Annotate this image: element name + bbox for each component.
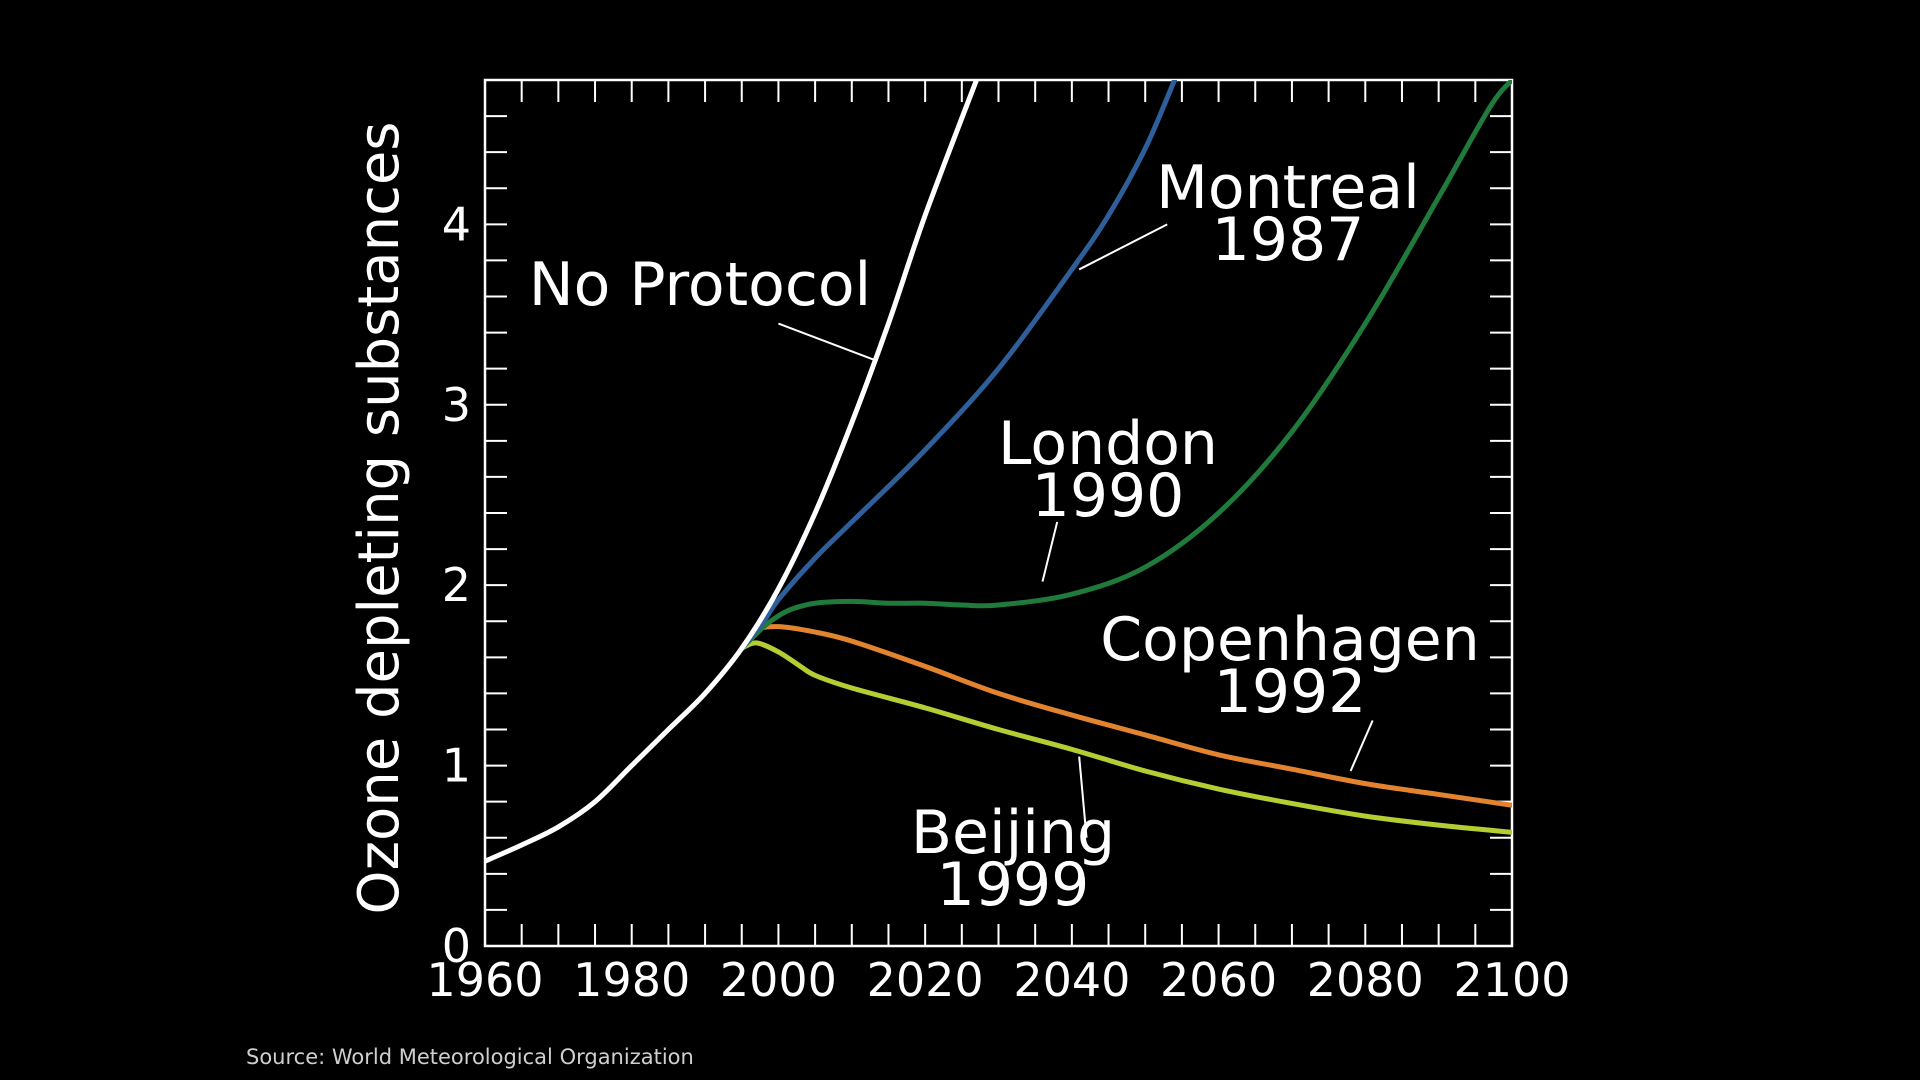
x-tick-label: 1980 [573,953,690,1007]
y-tick-label: 2 [442,558,471,612]
x-tick-label: 2040 [1013,953,1130,1007]
annotation-label: 1987 [1212,205,1365,275]
annotation-label: No Protocol [529,250,871,320]
x-tick-label: 2080 [1307,953,1424,1007]
series-layer [485,80,1512,864]
x-tick-label: 2000 [720,953,837,1007]
y-tick-label: 0 [442,919,471,973]
x-tick-label: 2100 [1453,953,1570,1007]
annotation-no-protocol: No Protocol [529,250,875,361]
series-line-no-protocol [485,80,979,864]
annotation-label: Montreal [1156,153,1420,223]
x-tick-label: 2060 [1160,953,1277,1007]
annotation-label: Beijing [911,798,1115,868]
y-tick-label: 3 [442,378,471,432]
y-tick-label: 4 [442,197,471,251]
y-tick-label: 1 [442,739,471,793]
annotation-pointer [778,322,875,361]
annotation-pointer [1078,756,1088,838]
x-tick-label: 1960 [426,953,543,1007]
annotation-pointer [1078,223,1168,271]
y-axis-label: Ozone depleting substances [347,122,412,915]
series-line-beijing [739,640,1512,835]
annotation-pointer [1041,521,1059,582]
annotation-label: 1990 [1032,461,1185,531]
series-line-london [739,80,1512,651]
annotation-label: 1992 [1214,657,1367,727]
series-line-montreal [739,80,1178,651]
annotation-label: 1999 [937,850,1090,920]
annotation-pointer [1349,720,1374,772]
annotation-label: London [998,409,1218,479]
annotation-label: Copenhagen [1100,605,1479,675]
x-tick-label: 2020 [867,953,984,1007]
axes: 1960 1980 2000 2020 2040 2060 2080 2100 0 1 2 3 4 [426,78,1571,1007]
series-line-copenhagen [739,624,1512,808]
source-caption: Source: World Meteorological Organizatio… [246,1045,694,1069]
